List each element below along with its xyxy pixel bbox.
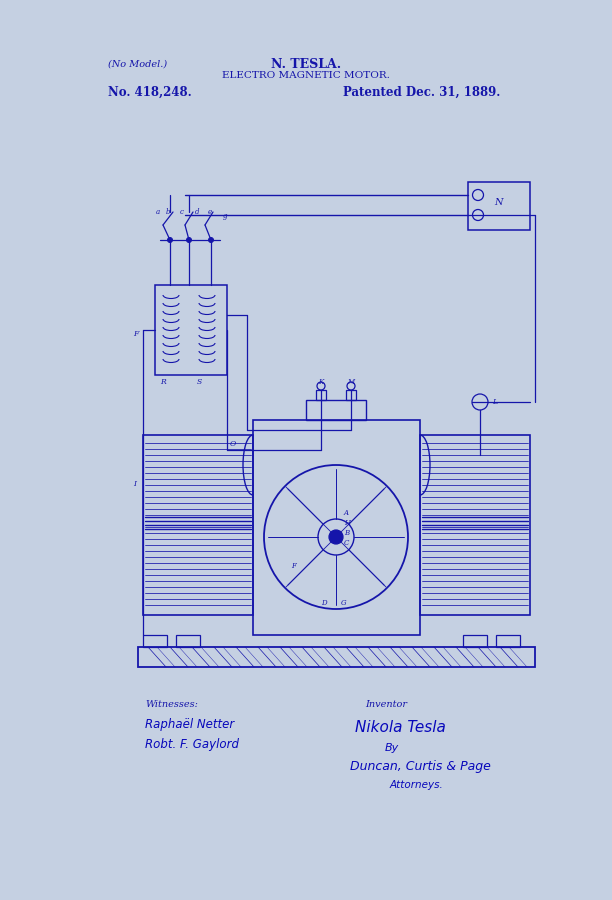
- Text: By: By: [385, 743, 399, 753]
- Text: Robt. F. Gaylord: Robt. F. Gaylord: [145, 738, 239, 751]
- Bar: [420, 435, 530, 615]
- Circle shape: [187, 238, 192, 242]
- Text: a: a: [156, 208, 160, 216]
- Circle shape: [209, 238, 214, 242]
- Text: Attorneys.: Attorneys.: [390, 780, 444, 790]
- Text: C: C: [344, 539, 349, 547]
- Bar: [253, 420, 420, 635]
- Text: d: d: [195, 208, 200, 216]
- Bar: [176, 635, 200, 647]
- Text: K: K: [318, 378, 324, 386]
- Text: R: R: [160, 378, 166, 386]
- Bar: [316, 390, 326, 400]
- Bar: [155, 285, 227, 375]
- Text: A: A: [344, 509, 349, 517]
- Text: O: O: [230, 440, 236, 448]
- Text: (No Model.): (No Model.): [108, 60, 167, 69]
- Text: Nikola Tesla: Nikola Tesla: [355, 720, 446, 735]
- Text: M: M: [348, 378, 354, 386]
- Text: Inventor: Inventor: [365, 700, 407, 709]
- Text: g: g: [223, 212, 228, 220]
- Text: Duncan, Curtis & Page: Duncan, Curtis & Page: [350, 760, 491, 773]
- Bar: [468, 182, 530, 230]
- Text: G: G: [341, 599, 346, 607]
- Bar: [306, 400, 366, 420]
- Text: I: I: [133, 480, 136, 488]
- Text: Patented Dec. 31, 1889.: Patented Dec. 31, 1889.: [343, 86, 500, 99]
- Text: Witnesses:: Witnesses:: [145, 700, 198, 709]
- Text: L: L: [492, 398, 497, 406]
- Text: F: F: [133, 330, 138, 338]
- Circle shape: [329, 530, 343, 544]
- Text: Raphaël Netter: Raphaël Netter: [145, 718, 234, 731]
- Text: N: N: [494, 198, 502, 207]
- Text: e: e: [208, 208, 212, 216]
- Text: No. 418,248.: No. 418,248.: [108, 86, 192, 99]
- Text: S: S: [196, 378, 201, 386]
- Circle shape: [168, 238, 173, 242]
- Text: c: c: [180, 208, 184, 216]
- Bar: [463, 635, 487, 647]
- Bar: [496, 635, 520, 647]
- Text: D: D: [321, 599, 327, 607]
- Bar: [143, 435, 253, 615]
- Text: b: b: [166, 208, 170, 216]
- Text: B: B: [344, 529, 349, 537]
- Text: N. TESLA.: N. TESLA.: [271, 58, 341, 71]
- Text: F: F: [291, 562, 296, 570]
- Bar: [138, 647, 535, 667]
- Bar: [143, 635, 167, 647]
- Text: H: H: [344, 519, 350, 527]
- Bar: [346, 390, 356, 400]
- Text: ELECTRO MAGNETIC MOTOR.: ELECTRO MAGNETIC MOTOR.: [222, 71, 390, 80]
